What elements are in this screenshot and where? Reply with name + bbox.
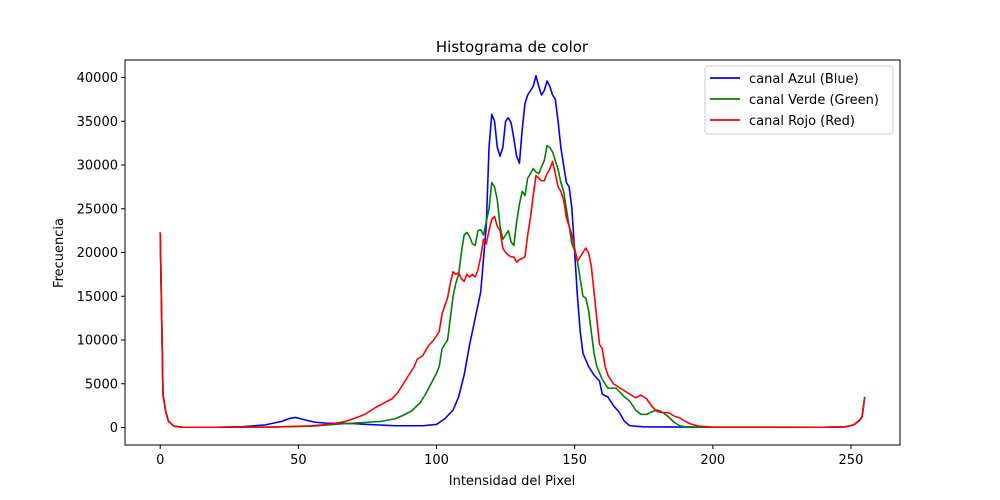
y-tick-label: 20000 <box>77 246 118 261</box>
y-axis-label: Frecuencia <box>52 218 67 288</box>
y-tick-label: 35000 <box>77 115 118 130</box>
y-tick-label: 40000 <box>77 71 118 86</box>
x-axis-label: Intensidad del Pixel <box>449 474 575 489</box>
x-axis: 0 50 100 150 200 250 <box>156 445 863 468</box>
x-tick-label: 200 <box>700 453 725 468</box>
legend-entry: canal Verde (Green) <box>749 93 879 108</box>
y-tick-label: 10000 <box>77 334 118 349</box>
x-tick-label: 150 <box>562 453 587 468</box>
y-tick-label: 30000 <box>77 159 118 174</box>
chart-title: Histograma de color <box>436 38 589 56</box>
series-line-1 <box>159 144 866 429</box>
x-tick-label: 250 <box>839 453 864 468</box>
y-tick-label: 15000 <box>77 290 118 305</box>
y-axis: 0 5000 10000 15000 20000 25000 30000 35000 40000 <box>77 71 125 436</box>
y-tick-label: 25000 <box>77 202 118 217</box>
legend-frame <box>704 65 894 135</box>
x-tick-label: 0 <box>156 453 164 468</box>
x-tick-label: 50 <box>290 453 307 468</box>
series-line-0 <box>159 74 866 429</box>
legend-entry: canal Rojo (Red) <box>749 114 855 129</box>
y-tick-label: 5000 <box>85 377 118 392</box>
plot-lines <box>159 74 866 429</box>
legend-entry: canal Azul (Blue) <box>749 72 859 87</box>
series-line-2 <box>159 160 866 429</box>
x-tick-label: 100 <box>424 453 449 468</box>
y-tick-label: 0 <box>110 421 118 436</box>
legend: canal Azul (Blue) canal Verde (Green) cana… <box>704 65 894 135</box>
